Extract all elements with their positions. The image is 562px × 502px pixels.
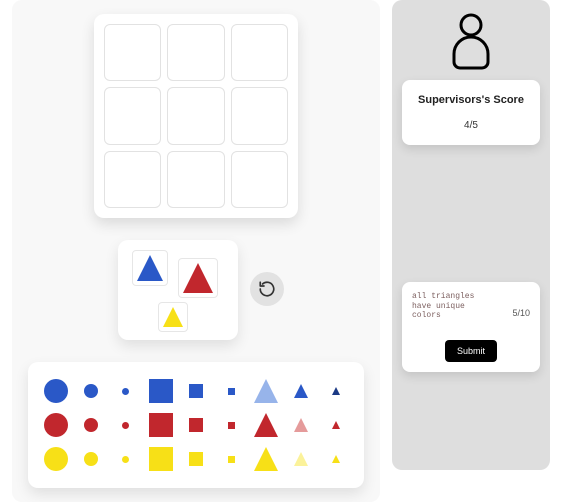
- submit-button[interactable]: Submit: [445, 340, 497, 362]
- palette-item[interactable]: [108, 442, 143, 476]
- palette-item[interactable]: [143, 408, 178, 442]
- target-grid[interactable]: [104, 24, 288, 208]
- palette-item[interactable]: [38, 408, 73, 442]
- palette-item[interactable]: [178, 408, 213, 442]
- reset-button[interactable]: [250, 272, 284, 306]
- palette-item[interactable]: [249, 442, 284, 476]
- palette-item[interactable]: [249, 374, 284, 408]
- palette-item[interactable]: [108, 408, 143, 442]
- supervisor-avatar: [392, 10, 550, 70]
- palette-item[interactable]: [143, 442, 178, 476]
- palette-item[interactable]: [73, 408, 108, 442]
- score-title: Supervisors's Score: [408, 94, 534, 106]
- right-panel: Supervisors's Score 4/5 5/10 Submit: [392, 0, 550, 470]
- palette-item[interactable]: [249, 408, 284, 442]
- grid-cell[interactable]: [104, 151, 161, 208]
- grid-cell[interactable]: [167, 151, 224, 208]
- grid-cell[interactable]: [231, 24, 288, 81]
- palette-item[interactable]: [38, 442, 73, 476]
- grid-cell[interactable]: [167, 87, 224, 144]
- palette-item[interactable]: [178, 374, 213, 408]
- grid-cell[interactable]: [231, 87, 288, 144]
- score-card: Supervisors's Score 4/5: [402, 80, 540, 145]
- palette-item[interactable]: [284, 442, 319, 476]
- score-value: 4/5: [408, 120, 534, 131]
- hypothesis-card: 5/10 Submit: [402, 282, 540, 372]
- palette-item[interactable]: [73, 374, 108, 408]
- staging-tile[interactable]: [132, 250, 168, 286]
- undo-icon: [258, 280, 276, 298]
- grid-cell[interactable]: [167, 24, 224, 81]
- palette-item[interactable]: [319, 408, 354, 442]
- char-count: 5/10: [512, 308, 530, 318]
- grid-cell[interactable]: [231, 151, 288, 208]
- palette-item[interactable]: [38, 374, 73, 408]
- palette-item[interactable]: [284, 374, 319, 408]
- grid-cell[interactable]: [104, 24, 161, 81]
- palette-item[interactable]: [143, 374, 178, 408]
- palette-item[interactable]: [73, 442, 108, 476]
- left-panel: [12, 0, 380, 502]
- palette-item[interactable]: [319, 442, 354, 476]
- palette-item[interactable]: [284, 408, 319, 442]
- palette-item[interactable]: [214, 374, 249, 408]
- staging-tile[interactable]: [158, 302, 188, 332]
- shape-palette: [38, 374, 354, 476]
- palette-item[interactable]: [178, 442, 213, 476]
- hypothesis-input[interactable]: [412, 292, 492, 334]
- palette-item[interactable]: [319, 374, 354, 408]
- staging-tile[interactable]: [178, 258, 218, 298]
- shape-palette-card: [28, 362, 364, 488]
- user-icon: [446, 10, 496, 70]
- palette-item[interactable]: [108, 374, 143, 408]
- staging-area[interactable]: [118, 240, 238, 340]
- palette-item[interactable]: [214, 408, 249, 442]
- grid-cell[interactable]: [104, 87, 161, 144]
- target-grid-card: [94, 14, 298, 218]
- palette-item[interactable]: [214, 442, 249, 476]
